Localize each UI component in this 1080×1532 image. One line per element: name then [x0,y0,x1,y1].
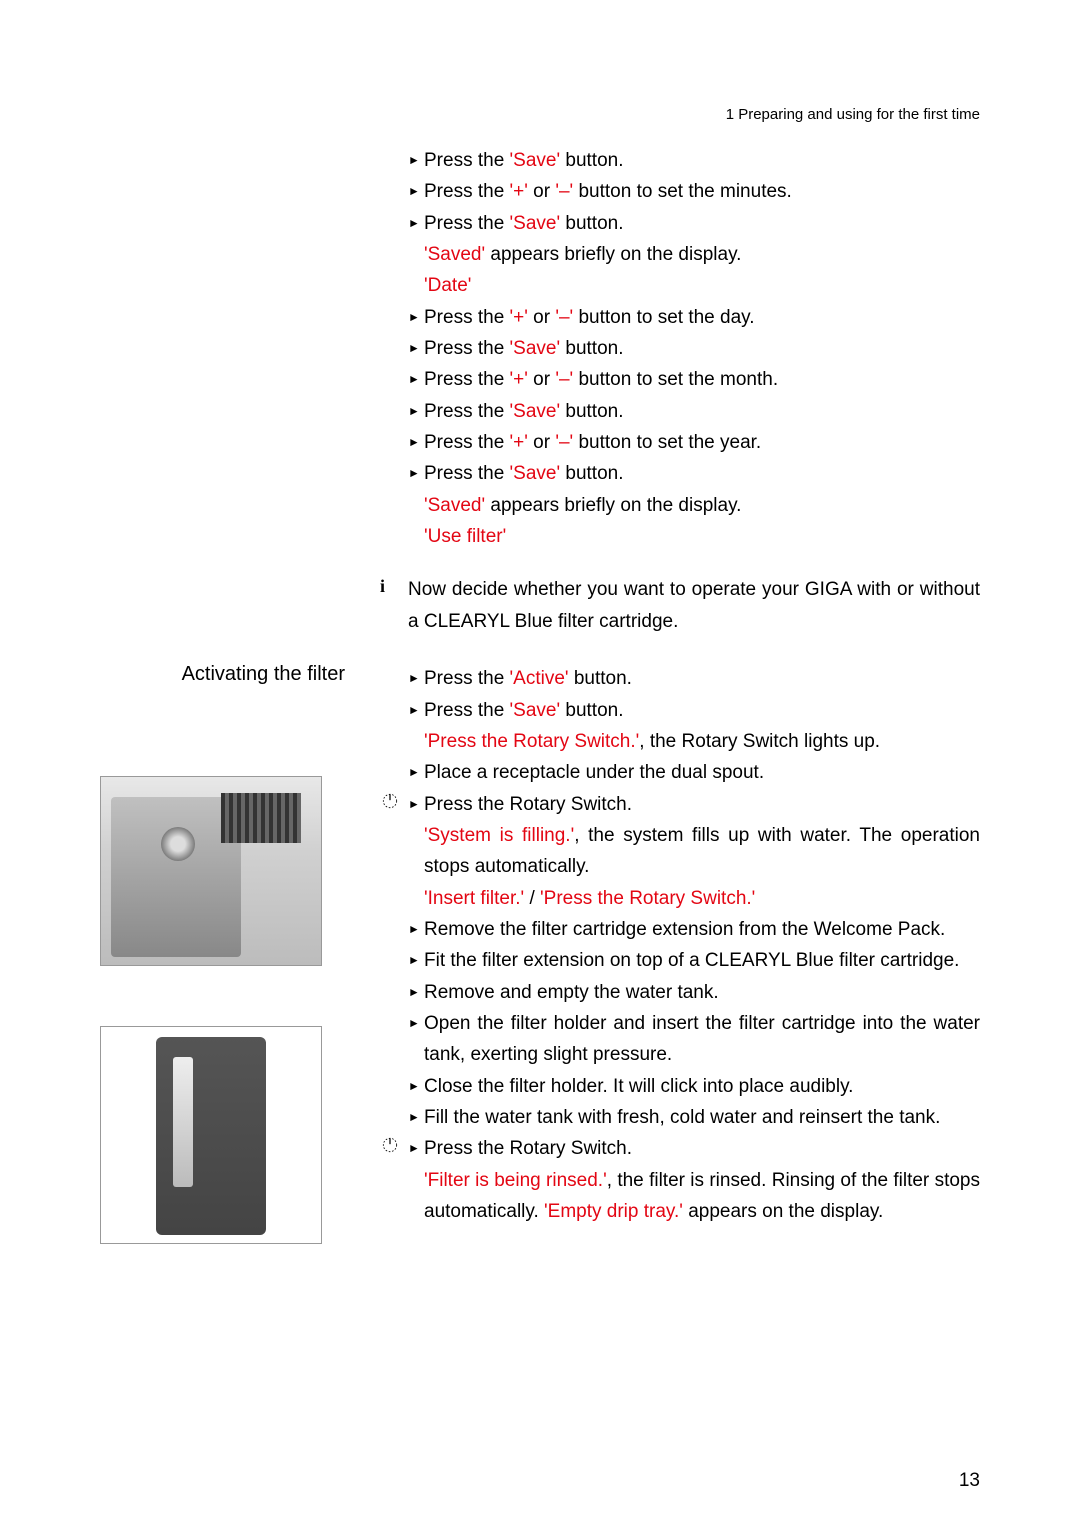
 [380,883,408,885]
instruction-step: ►Press the 'Save' button. [408,208,980,239]
instruction-step: ►Press the '+' or '–' button to set the … [408,302,980,333]
 [380,820,408,822]
 [380,1071,408,1073]
 [380,663,408,665]
 [380,914,408,916]
section-subheading: Activating the filter [100,663,365,686]
instruction-result: 'Date' [408,270,980,301]
instruction-step: ►Press the Rotary Switch. [408,789,980,820]
instruction-step: ►Fit the filter extension on top of a CL… [408,945,980,976]
step-list-1: ►Press the 'Save' button.►Press the '+' … [408,145,980,552]
rotary-switch-icon [380,1133,408,1160]
rotary-switch-icon [380,789,408,816]
 [380,945,408,947]
instruction-result: 'Press the Rotary Switch.', the Rotary S… [408,726,980,757]
instruction-step: ►Remove the filter cartridge extension f… [408,914,980,945]
 [380,695,408,697]
instruction-step: ►Place a receptacle under the dual spout… [408,757,980,788]
 [380,1165,408,1167]
instruction-step: ►Press the 'Save' button. [408,333,980,364]
 [380,1008,408,1010]
 [380,757,408,759]
 [380,1102,408,1104]
instruction-step: ►Press the 'Save' button. [408,458,980,489]
instruction-step: ►Press the 'Save' button. [408,145,980,176]
instruction-result: 'Saved' appears briefly on the display. [408,490,980,521]
instruction-step: ►Press the '+' or '–' button to set the … [408,364,980,395]
instruction-step: ►Press the 'Active' button. [408,663,980,694]
instruction-result: 'Saved' appears briefly on the display. [408,239,980,270]
instruction-step: ►Remove and empty the water tank. [408,977,980,1008]
page-number: 13 [959,1470,980,1492]
instruction-step: ►Press the '+' or '–' button to set the … [408,427,980,458]
page-content: ►Press the 'Save' button.►Press the '+' … [100,145,980,1244]
 [380,977,408,979]
instruction-result: 'Filter is being rinsed.', the filter is… [408,1165,980,1228]
instruction-result: 'System is filling.', the system fills u… [408,820,980,883]
instruction-step: ►Close the filter holder. It will click … [408,1071,980,1102]
 [380,726,408,728]
info-icon: i [380,574,408,597]
figure-water-tank [100,1026,322,1244]
instruction-step: ►Press the Rotary Switch. [408,1133,980,1164]
instruction-step: ►Open the filter holder and insert the f… [408,1008,980,1071]
info-note: Now decide whether you want to operate y… [408,574,980,637]
instruction-step: ►Fill the water tank with fresh, cold wa… [408,1102,980,1133]
instruction-result: 'Insert filter.' / 'Press the Rotary Swi… [408,883,980,914]
instruction-step: ►Press the 'Save' button. [408,695,980,726]
instruction-step: ►Press the 'Save' button. [408,396,980,427]
figure-coffee-machine [100,776,322,966]
instruction-result: 'Use filter' [408,521,980,552]
chapter-header: 1 Preparing and using for the first time [726,106,980,123]
instruction-step: ►Press the '+' or '–' button to set the … [408,176,980,207]
